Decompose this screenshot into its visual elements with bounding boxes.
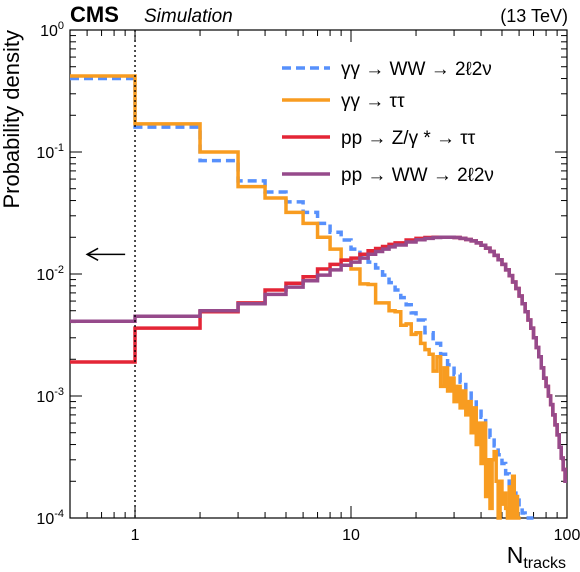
y-tick-label: 10-1 <box>36 142 64 162</box>
x-axis-title: Ntracks <box>507 542 566 572</box>
annotation-layer <box>85 30 136 518</box>
x-tick-label: 100 <box>554 527 580 544</box>
y-tick-label: 10-4 <box>36 508 64 528</box>
series-line-3 <box>70 235 567 484</box>
y-tick-label: 10-2 <box>36 264 64 284</box>
energy-label: (13 TeV) <box>500 6 568 26</box>
y-tick-label: 100 <box>40 20 64 40</box>
y-axis-title: Probability density <box>0 30 24 209</box>
series-layer <box>70 74 567 520</box>
legend-label-1: γγ → ττ <box>341 91 405 112</box>
x-tick-label: 1 <box>131 527 140 544</box>
legend-label-0: γγ → WW → 2ℓ2ν <box>341 59 492 80</box>
series-line-0 <box>70 76 534 520</box>
simulation-label: Simulation <box>144 6 233 27</box>
x-axis-title-sub: tracks <box>523 555 566 572</box>
legend-label-2: pp → Z/γ * → ττ <box>341 128 476 149</box>
legend: γγ → WW → 2ℓ2ν γγ → ττ pp → Z/γ * → ττ pp →… <box>282 59 494 186</box>
legend-label-3: pp → WW → 2ℓ2ν <box>341 165 494 186</box>
y-tick-label: 10-3 <box>36 386 64 406</box>
x-axis-title-main: N <box>507 542 524 568</box>
series-line-1 <box>70 74 521 520</box>
experiment-label: CMS <box>70 2 119 27</box>
x-tick-label: 10 <box>342 527 360 544</box>
arrow-head-icon <box>85 247 99 261</box>
